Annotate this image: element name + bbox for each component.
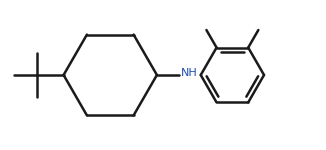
- Text: NH: NH: [181, 68, 198, 78]
